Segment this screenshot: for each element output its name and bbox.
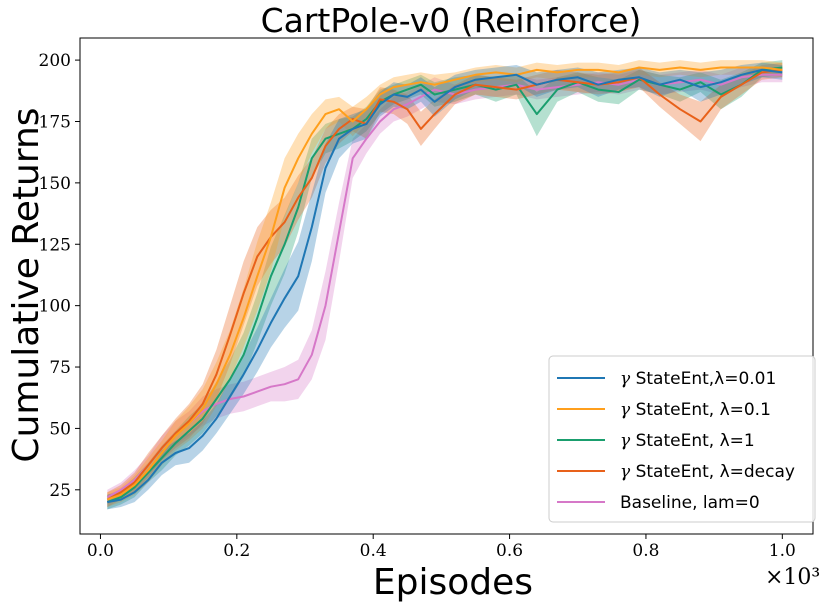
legend-text: StateEnt, λ=0.1 <box>630 400 771 420</box>
legend-symbol: γ <box>620 369 631 389</box>
x-axis-label: Episodes <box>373 562 533 602</box>
legend-symbol: γ <box>620 462 631 482</box>
legend-label: Baseline, lam=0 <box>620 493 760 513</box>
legend-text: StateEnt, λ=1 <box>630 431 755 451</box>
legend: γ StateEnt,λ=0.01γ StateEnt, λ=0.1γ Stat… <box>548 355 816 523</box>
series-line <box>107 68 783 504</box>
legend-items: γ StateEnt,λ=0.01γ StateEnt, λ=0.1γ Stat… <box>557 369 795 513</box>
y-tick-label: 100 <box>39 297 71 317</box>
legend-symbol: γ <box>620 431 631 451</box>
legend-symbol: γ <box>620 400 631 420</box>
x-axis-ticks: 0.0 0.2 0.4 0.6 0.8 1.0 <box>87 534 796 561</box>
x-tick-label: 0.2 <box>223 541 250 561</box>
y-tick-label: 75 <box>49 358 71 378</box>
x-tick-label: 0.4 <box>360 541 387 561</box>
series-band <box>107 62 783 507</box>
plot-frame <box>79 37 814 535</box>
x-tick-label: 0.8 <box>632 541 659 561</box>
y-tick-label: 150 <box>39 174 71 194</box>
plot-area <box>79 37 814 535</box>
y-axis-ticks: 25 50 75 100 125 150 175 200 <box>39 51 80 501</box>
legend-label: γ StateEnt, λ=0.1 <box>620 400 771 420</box>
legend-label: γ StateEnt, λ=decay <box>620 462 795 482</box>
y-tick-label: 200 <box>39 51 71 71</box>
series-lines <box>106 66 783 504</box>
y-axis-label: Cumulative Returns <box>6 107 47 462</box>
chart-title: CartPole-v0 (Reinforce) <box>261 1 642 40</box>
x-axis-scale-label: ×10³ <box>765 565 820 590</box>
legend-label: γ StateEnt,λ=0.01 <box>620 369 776 389</box>
series-band <box>107 62 783 510</box>
x-tick-label: 1.0 <box>769 541 796 561</box>
y-tick-label: 50 <box>49 419 71 439</box>
legend-text: StateEnt,λ=0.01 <box>630 369 776 389</box>
y-tick-label: 125 <box>39 235 71 255</box>
x-tick-label: 0.6 <box>496 541 523 561</box>
y-tick-label: 25 <box>49 481 71 501</box>
series-line <box>106 66 783 501</box>
x-tick-label: 0.0 <box>87 541 114 561</box>
confidence-bands <box>107 60 783 510</box>
series-band <box>107 67 783 505</box>
legend-frame <box>548 355 816 523</box>
legend-label: γ StateEnt, λ=1 <box>620 431 755 451</box>
legend-text: Baseline, lam=0 <box>620 493 760 513</box>
legend-text: StateEnt, λ=decay <box>630 462 795 482</box>
y-tick-label: 175 <box>39 112 71 132</box>
